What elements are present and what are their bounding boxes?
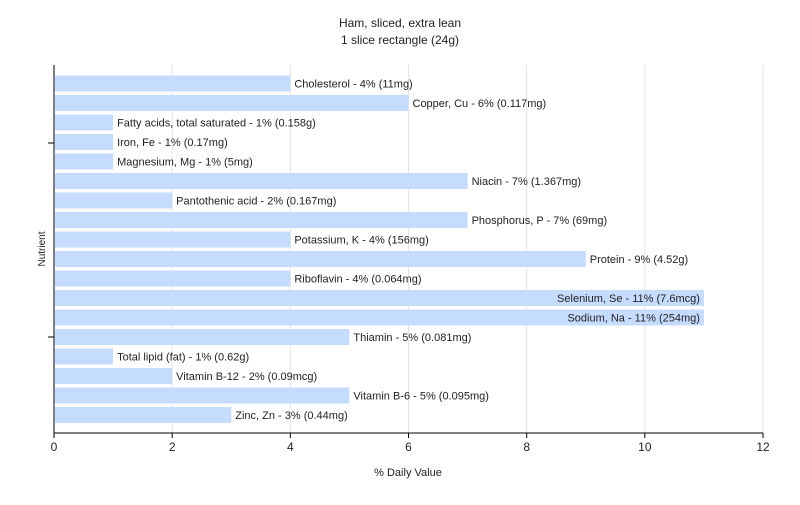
bar	[55, 231, 291, 248]
x-tick-label: 8	[523, 440, 530, 454]
bar-label: Cholesterol - 4% (11mg)	[294, 79, 412, 91]
bar-label: Vitamin B-6 - 5% (0.095mg)	[353, 391, 489, 403]
bar	[55, 387, 350, 404]
y-axis-label: Nutrient	[37, 231, 48, 266]
bar-label: Zinc, Zn - 3% (0.44mg)	[235, 410, 347, 422]
bar-label: Niacin - 7% (1.367mg)	[472, 176, 581, 188]
bar-label: Riboflavin - 4% (0.064mg)	[294, 274, 421, 286]
x-axis-label: % Daily Value	[374, 467, 442, 479]
chart-title: Ham, sliced, extra lean	[339, 16, 461, 30]
bar-label: Potassium, K - 4% (156mg)	[294, 235, 429, 247]
bar-label: Total lipid (fat) - 1% (0.62g)	[117, 352, 249, 364]
bar	[55, 407, 232, 423]
bar	[55, 329, 350, 345]
gridlines	[171, 65, 764, 433]
bar	[55, 95, 409, 111]
bar	[55, 368, 173, 384]
bar-label: Magnesium, Mg - 1% (5mg)	[117, 157, 253, 169]
bar	[55, 348, 114, 365]
bar-labels: Cholesterol - 4% (11mg)Copper, Cu - 6% (…	[117, 79, 700, 423]
bar	[55, 75, 291, 92]
bar-label: Vitamin B-12 - 2% (0.09mcg)	[176, 371, 317, 383]
x-ticks: 0 2 4 6 8 10 12	[51, 433, 770, 454]
bar	[55, 134, 114, 150]
x-tick-label: 10	[638, 440, 652, 454]
bars	[55, 75, 704, 423]
bar	[55, 114, 114, 131]
bar-label: Copper, Cu - 6% (0.117mg)	[413, 98, 547, 110]
bar-label: Phosphorus, P - 7% (69mg)	[472, 215, 608, 227]
bar	[55, 153, 114, 170]
bar	[55, 251, 586, 267]
bar	[55, 212, 468, 228]
chart-subtitle: 1 slice rectangle (24g)	[341, 33, 459, 47]
bar-label: Sodium, Na - 11% (254mg)	[567, 313, 699, 325]
bar-label: Fatty acids, total saturated - 1% (0.158…	[117, 118, 316, 130]
bar-label: Iron, Fe - 1% (0.17mg)	[117, 137, 228, 149]
bar-label: Thiamin - 5% (0.081mg)	[353, 332, 471, 344]
x-tick-label: 2	[169, 440, 176, 454]
x-tick-label: 12	[756, 440, 770, 454]
bar	[55, 192, 173, 209]
bar-label: Selenium, Se - 11% (7.6mcg)	[557, 293, 700, 305]
x-tick-label: 0	[51, 440, 58, 454]
bar-label: Protein - 9% (4.52g)	[590, 254, 688, 266]
x-tick-label: 6	[405, 440, 412, 454]
bar-label: Pantothenic acid - 2% (0.167mg)	[176, 196, 336, 208]
bar	[55, 173, 468, 189]
x-tick-label: 4	[287, 440, 294, 454]
bar	[55, 290, 704, 306]
bar	[55, 270, 291, 287]
bar	[55, 309, 704, 326]
